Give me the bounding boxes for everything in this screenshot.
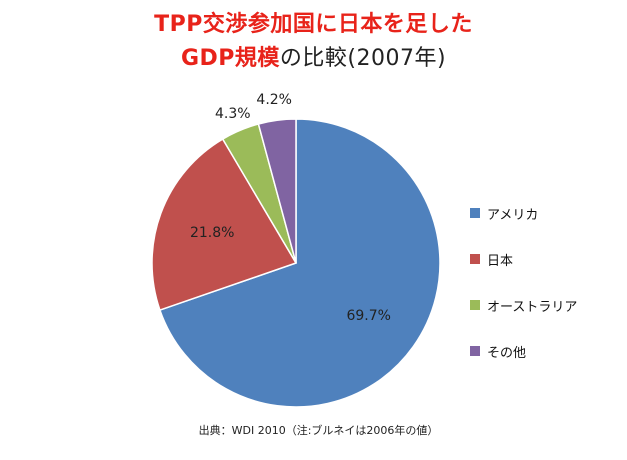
pie-slice-4	[257, 118, 297, 264]
legend-swatch	[470, 300, 480, 310]
legend-item-3: オーストラリア	[470, 296, 578, 315]
legend-label: 日本	[487, 253, 514, 269]
legend-label: その他	[487, 345, 527, 361]
pie-slice-2	[151, 138, 298, 312]
legend-label: オーストラリア	[487, 299, 578, 315]
legend-item-4: その他	[470, 342, 577, 361]
slice-label-3: 4.3%	[215, 106, 251, 122]
source-note: 出典：WDI 2010（注:ブルネイは2006年の値）	[0, 422, 627, 438]
chart-title-rest: の比較(2007年)	[279, 46, 447, 71]
chart-title-line1: TPP交渉参加国に日本を足した	[154, 12, 473, 37]
chart-title-highlight: GDP規模	[180, 46, 280, 71]
legend-label: アメリカ	[487, 207, 539, 223]
legend-swatch	[470, 346, 480, 356]
legend-item-1: アメリカ	[470, 204, 577, 223]
legend-swatch	[470, 208, 480, 218]
chart-title-line2: GDP規模の比較(2007年)	[0, 40, 627, 72]
source-note-text: 出典：WDI 2010（注:ブルネイは2006年の値）	[198, 424, 439, 437]
legend-swatch	[470, 254, 480, 264]
slice-label-1: 69.7%	[346, 308, 390, 324]
slice-label-4: 4.2%	[256, 92, 292, 108]
pie-slice-1	[158, 118, 441, 408]
slice-label-2: 21.8%	[190, 225, 234, 241]
chart-legend: アメリカ日本オーストラリア その他	[470, 204, 577, 388]
legend-item-2: 日本	[470, 250, 577, 269]
